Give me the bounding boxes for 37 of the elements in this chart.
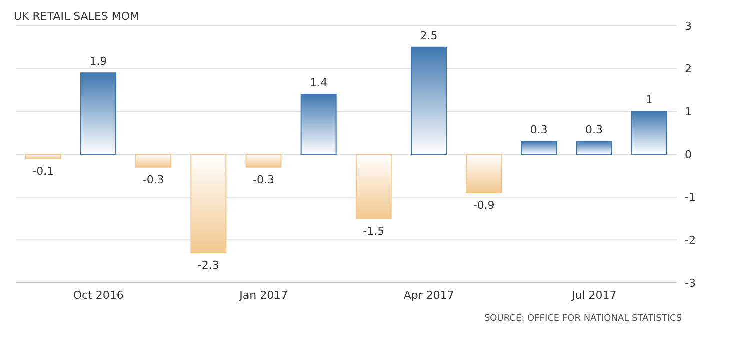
bar	[576, 141, 612, 155]
x-tick-label: Apr 2017	[404, 288, 454, 302]
x-tick-label: Jan 2017	[238, 288, 288, 302]
bar	[356, 154, 392, 220]
data-label: -1.5	[363, 224, 385, 238]
y-tick-label: 0	[685, 148, 692, 162]
data-label: 0.3	[530, 124, 548, 137]
x-tick-label: Jul 2017	[570, 288, 617, 302]
data-label: 2.5	[420, 29, 438, 42]
y-tick-label: -2	[685, 234, 696, 248]
data-label: -2.3	[198, 259, 220, 272]
data-label: 1.9	[90, 55, 108, 68]
data-label: 0.3	[586, 124, 603, 137]
bar	[25, 154, 62, 160]
chart-title: UK RETAIL SALES MOM	[14, 10, 140, 23]
bar	[466, 154, 502, 194]
bar	[631, 111, 668, 155]
bar	[521, 141, 558, 155]
x-tick-label: Oct 2016	[73, 288, 124, 302]
bar	[190, 154, 227, 254]
data-label: -0.9	[473, 199, 495, 212]
data-label: -0.1	[32, 164, 54, 178]
y-tick-label: 1	[685, 106, 692, 119]
y-tick-label: 2	[685, 62, 692, 76]
data-label: -0.3	[253, 173, 274, 186]
bar	[80, 72, 116, 155]
data-label: -0.3	[142, 173, 164, 186]
bar	[136, 154, 172, 168]
data-label: 1.4	[310, 76, 328, 90]
y-tick-label: -1	[685, 191, 696, 204]
bar	[411, 46, 447, 155]
y-tick-label: -3	[685, 276, 696, 290]
bar	[300, 94, 337, 155]
y-tick-label: 3	[685, 20, 692, 33]
data-label: 1	[646, 94, 653, 107]
bar	[246, 154, 282, 168]
source-note: SOURCE: OFFICE FOR NATIONAL STATISTICS	[484, 314, 682, 324]
